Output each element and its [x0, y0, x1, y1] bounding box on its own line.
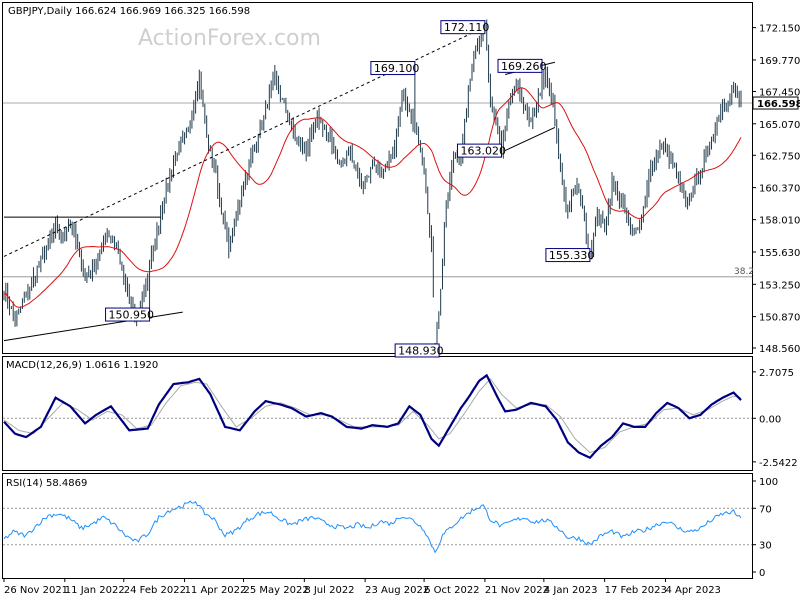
price-tick-label: 162.750 [759, 151, 800, 162]
price-annotation-box [394, 343, 440, 358]
price-annotation-label: 172.110 [444, 21, 490, 34]
rsi-tick-label: 0 [759, 568, 765, 579]
price-annotation-box [456, 143, 502, 158]
last-price-box [752, 96, 799, 110]
price-tick-label: 165.070 [759, 120, 800, 131]
price-annotation-box [370, 61, 416, 76]
time-tick-label: 21 Nov 2022 [485, 585, 549, 596]
price-annotation-label: 150.950 [109, 309, 154, 322]
rsi-title: RSI(14) 58.4869 [6, 478, 87, 489]
time-tick-label: 11 Jan 2022 [65, 585, 125, 596]
time-tick-label: 6 Oct 2022 [424, 585, 479, 596]
time-tick-label: 23 Aug 2022 [365, 585, 429, 596]
rsi-line [3, 500, 742, 554]
macd-line [3, 373, 742, 460]
price-tick-label: 167.450 [759, 87, 800, 98]
rsi-tick-label: 70 [759, 504, 772, 515]
trendline-1 [3, 311, 183, 342]
price-tick-label: 158.010 [759, 216, 800, 227]
price-tick-label: 172.150 [759, 24, 800, 35]
last-price-label: 166.598 [757, 99, 800, 110]
price-tick-label: 153.250 [759, 280, 800, 291]
price-tick-label: 148.560 [759, 344, 800, 355]
rsi-tick-label: 100 [759, 477, 778, 488]
price-title: GBPJPY,Daily 166.624 166.969 166.325 166… [8, 6, 250, 17]
price-axis: 172.150 169.770 167.450 165.070 162.750 160.3… [752, 24, 800, 355]
time-tick-label: 24 Feb 2022 [124, 585, 186, 596]
rsi-axis: 100 70 30 0 [752, 477, 778, 579]
macd-lines [3, 373, 752, 460]
macd-title: MACD(12,26,9) 1.0616 1.1920 [6, 360, 158, 371]
moving-average-line [3, 87, 742, 308]
macd-panel [2, 356, 753, 471]
price-panel [2, 2, 753, 354]
price-annotation-box [105, 307, 151, 322]
level-label-0: 38.2 [734, 267, 754, 277]
moving-average [3, 87, 742, 308]
price-annotations: 172.110 169.100 169.260 163.020 155.330 150.9… [105, 20, 595, 358]
rsi-lines [3, 500, 752, 554]
price-tick-label: 160.370 [759, 184, 800, 195]
price-annotation-box [440, 20, 486, 35]
price-annotation-box [545, 248, 591, 263]
time-tick-label: 4 Apr 2023 [665, 585, 720, 596]
macd-axis: 2.7075 0.00 -2.5422 [752, 368, 798, 469]
price-tick-label: 169.770 [759, 56, 800, 67]
time-tick-label: 4 Jan 2023 [544, 585, 598, 596]
price-annotation-label: 155.330 [549, 249, 595, 262]
macd-tick-label: -2.5422 [759, 458, 798, 469]
price-annotation-label: 169.260 [501, 60, 547, 73]
rsi-tick-label: 30 [759, 541, 772, 552]
trendline-3 [504, 126, 556, 151]
time-tick-label: 11 Apr 2022 [185, 585, 247, 596]
time-tick-label: 25 May 2022 [244, 585, 309, 596]
macd-tick-label: 2.7075 [759, 368, 794, 379]
price-annotation-label: 148.930 [398, 344, 444, 357]
macd-signal-line [3, 378, 742, 454]
macd-tick-label: 0.00 [759, 414, 781, 425]
time-tick-label: 17 Feb 2023 [605, 585, 667, 596]
price-tick-label: 155.630 [759, 248, 800, 259]
time-tick-label: 8 Jul 2022 [304, 585, 354, 596]
watermark: ActionForex.com [138, 26, 321, 51]
price-tick-label: 150.870 [759, 313, 800, 324]
price-annotation-label: 163.020 [460, 145, 506, 158]
price-annotation-label: 169.100 [374, 62, 420, 75]
time-tick-label: 26 Nov 2021 [4, 585, 68, 596]
rsi-panel [2, 473, 753, 579]
price-levels: 38.2 [3, 102, 754, 278]
price-annotation-box [497, 58, 543, 73]
